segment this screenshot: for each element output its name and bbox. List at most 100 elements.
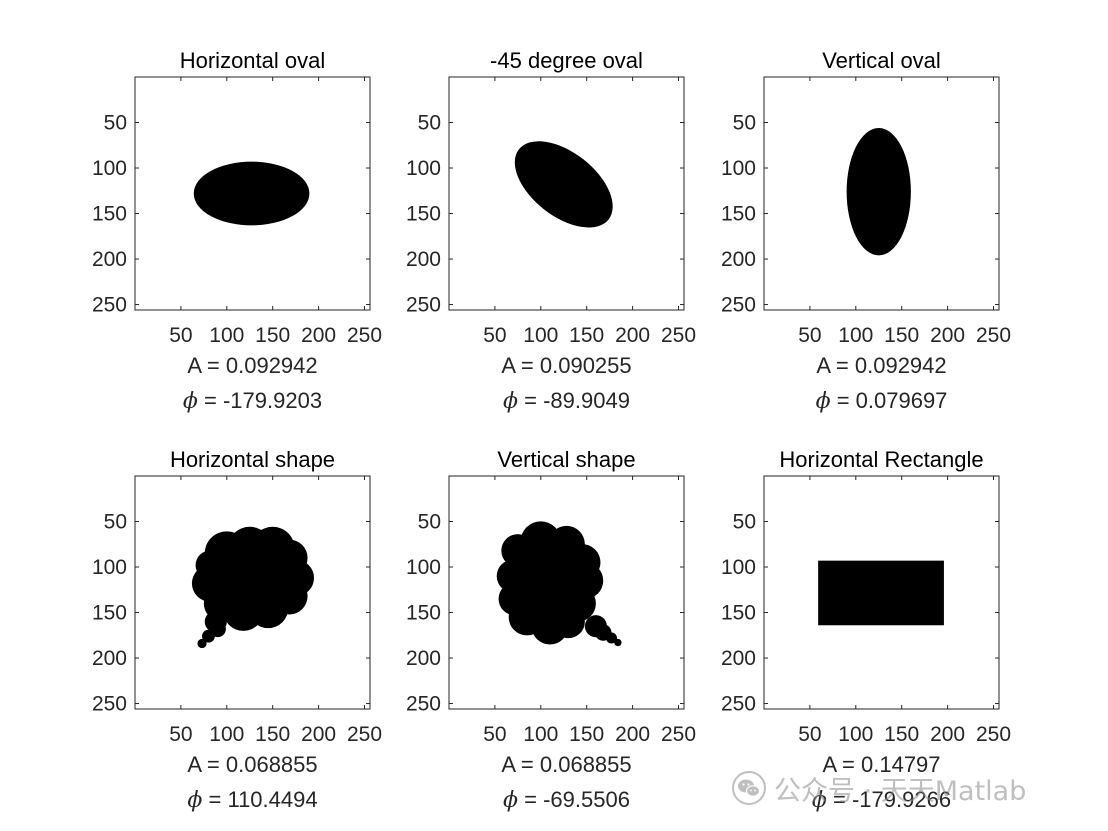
y-tick-label: 100 [406, 157, 441, 180]
phi-symbol: ϕ [816, 389, 831, 414]
y-tick-label: 200 [721, 248, 756, 271]
subplot-title: Horizontal shape [170, 447, 335, 472]
y-tick-label: 250 [92, 294, 127, 317]
image-content [764, 77, 999, 310]
blob-lobe [197, 638, 207, 649]
x-tick-label: 50 [483, 723, 506, 746]
area-label: A = 0.14797 [822, 752, 940, 777]
phi-symbol: ϕ [812, 788, 827, 813]
x-tick-label: 250 [976, 723, 1011, 746]
x-tick-label: 250 [976, 324, 1011, 347]
axes-box [448, 475, 685, 710]
y-tick-label: 50 [104, 511, 127, 534]
y-tick-label: 200 [92, 248, 127, 271]
x-tick-label: 50 [483, 324, 506, 347]
y-tick-label: 200 [721, 647, 756, 670]
phi-label: ϕ = -69.5506 [503, 787, 630, 813]
y-tick-label: 50 [733, 511, 756, 534]
y-tick-label: 150 [721, 602, 756, 625]
blob-lobe [605, 632, 617, 644]
phi-symbol: ϕ [183, 389, 198, 414]
x-tick-label: 150 [569, 324, 604, 347]
x-tick-label: 50 [169, 723, 192, 746]
x-tick-label: 150 [255, 723, 290, 746]
y-tick-label: 50 [104, 112, 127, 135]
x-tick-label: 50 [798, 324, 821, 347]
subplot-4: 50 100 150 200 250 50 100 150 200 250 Horizontal s… [92, 447, 382, 813]
y-tick-label: 200 [406, 647, 441, 670]
x-tick-label: 250 [661, 723, 696, 746]
phi-label: ϕ = -89.9049 [503, 388, 630, 414]
x-tick-label: 200 [615, 723, 650, 746]
y-tick-label: 50 [733, 112, 756, 135]
subplot-5: 50 100 150 200 250 50 100 150 200 250 Vertical sha… [406, 447, 696, 813]
subplot-1: 50 100 150 200 250 50 100 150 200 250 Horizontal o… [92, 48, 382, 414]
x-tick-label: 200 [930, 723, 965, 746]
x-tick-label: 100 [523, 324, 558, 347]
x-tick-label: 100 [209, 324, 244, 347]
y-tick-label: 150 [406, 602, 441, 625]
blob-shape [496, 521, 622, 647]
image-content [135, 476, 370, 709]
subplot-2: 50 100 150 200 250 50 100 150 200 250 -45 degree o… [406, 48, 696, 414]
phi-value: = -179.9266 [827, 787, 951, 812]
phi-value: = 110.4494 [202, 787, 317, 812]
subplot-title: Horizontal oval [180, 48, 326, 73]
x-tick-label: 150 [884, 324, 919, 347]
y-tick-label: 100 [92, 556, 127, 579]
subplot-title: Vertical shape [497, 447, 635, 472]
y-tick-label: 250 [721, 693, 756, 716]
blob-shape [191, 526, 315, 649]
y-tick-label: 150 [721, 203, 756, 226]
phi-symbol: ϕ [503, 389, 518, 414]
phi-label: ϕ = -179.9203 [183, 388, 322, 414]
subplot-title: -45 degree oval [490, 48, 643, 73]
area-label: A = 0.068855 [501, 752, 631, 777]
image-content [449, 77, 684, 310]
x-tick-label: 50 [169, 324, 192, 347]
x-tick-label: 250 [661, 324, 696, 347]
y-tick-label: 200 [406, 248, 441, 271]
phi-label: ϕ = 0.079697 [816, 388, 948, 414]
blob-lobe [222, 568, 278, 624]
phi-value: = 0.079697 [831, 388, 948, 413]
x-tick-label: 50 [798, 723, 821, 746]
x-tick-label: 150 [884, 723, 919, 746]
area-label: A = 0.092942 [187, 353, 317, 378]
axes-box [763, 76, 1000, 311]
image-content [449, 476, 684, 709]
phi-value: = -179.9203 [198, 388, 322, 413]
oval-shape [514, 141, 613, 228]
y-tick-label: 250 [92, 693, 127, 716]
phi-label: ϕ = -179.9266 [812, 787, 951, 813]
subplot-6: 50 100 150 200 250 50 100 150 200 250 Horizontal R… [721, 447, 1011, 813]
y-tick-label: 100 [92, 157, 127, 180]
x-tick-label: 100 [523, 723, 558, 746]
area-label: A = 0.090255 [501, 353, 631, 378]
area-label: A = 0.068855 [187, 752, 317, 777]
phi-value: = -69.5506 [518, 787, 630, 812]
rectangle-shape [818, 560, 944, 626]
x-tick-label: 200 [301, 723, 336, 746]
subplot-title: Vertical oval [822, 48, 941, 73]
y-tick-label: 50 [418, 112, 441, 135]
oval-shape [193, 161, 310, 226]
y-tick-label: 250 [406, 693, 441, 716]
y-tick-label: 50 [418, 511, 441, 534]
x-tick-label: 250 [347, 324, 382, 347]
x-tick-label: 200 [615, 324, 650, 347]
x-tick-label: 200 [930, 324, 965, 347]
axes-box [134, 475, 371, 710]
phi-label: ϕ = 110.4494 [187, 787, 317, 813]
y-tick-label: 200 [92, 647, 127, 670]
image-content [135, 77, 370, 310]
x-tick-label: 150 [255, 324, 290, 347]
subplot-title: Horizontal Rectangle [779, 447, 983, 472]
oval-shape [846, 127, 911, 256]
blob-lobe [505, 571, 543, 609]
x-tick-label: 150 [569, 723, 604, 746]
x-tick-label: 100 [209, 723, 244, 746]
y-tick-label: 100 [721, 157, 756, 180]
axes-box [448, 76, 685, 311]
phi-symbol: ϕ [503, 788, 518, 813]
